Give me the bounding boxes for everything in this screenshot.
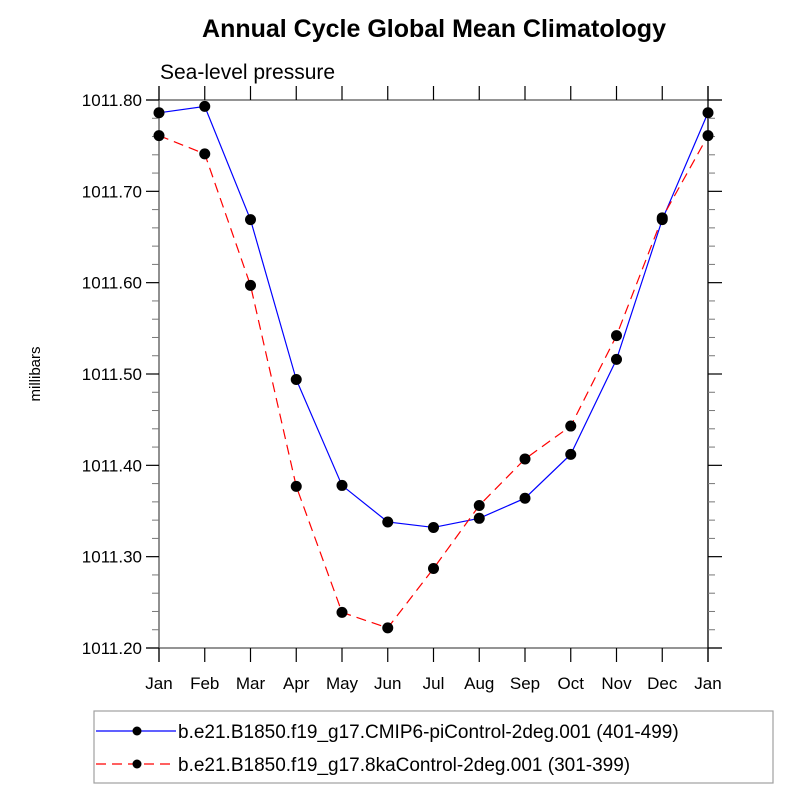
data-point-series-0 <box>519 492 531 504</box>
legend-label-series-0: b.e21.B1850.f19_g17.CMIP6-piControl-2deg… <box>178 722 679 743</box>
legend-box <box>93 710 774 784</box>
data-point-series-0 <box>290 373 302 385</box>
data-point-series-1 <box>656 212 668 224</box>
data-point-series-0 <box>565 448 577 460</box>
data-point-series-1 <box>565 420 577 432</box>
x-tick-label: Dec <box>647 674 678 693</box>
x-tick-label: May <box>326 674 359 693</box>
x-tick-label: Mar <box>236 674 266 693</box>
series-line-0 <box>158 105 709 529</box>
x-tick-label: Jul <box>423 674 445 693</box>
y-axis-label: millibars <box>27 346 44 401</box>
chart-subtitle: Sea-level pressure <box>160 61 335 84</box>
x-tick-label: Feb <box>190 674 219 693</box>
series-line-1 <box>158 135 709 629</box>
data-point-series-0 <box>245 214 256 226</box>
x-tick-label: Jan <box>694 674 721 693</box>
x-tick-label: Oct <box>558 674 585 693</box>
y-ticks: 1011.20 1011.30 1011.40 1011.50 1011.60 1011.… <box>82 91 722 658</box>
chart-title: Annual Cycle Global Mean Climatology <box>202 15 666 43</box>
y-tick-label: 1011.70 <box>82 182 142 201</box>
data-point-series-1 <box>702 130 714 142</box>
x-tick-label: Nov <box>601 674 632 693</box>
data-point-series-0 <box>199 100 211 112</box>
data-point-series-1 <box>245 279 256 291</box>
data-point-series-0 <box>428 521 439 533</box>
legend-label-series-1: b.e21.B1850.f19_g17.8kaControl-2deg.001 … <box>178 755 630 776</box>
y-tick-label: 1011.30 <box>82 548 142 567</box>
data-point-series-1 <box>428 563 439 575</box>
data-point-series-1 <box>336 606 348 618</box>
data-point-series-0 <box>702 107 714 119</box>
x-tick-label: Aug <box>464 674 494 693</box>
x-tick-label: Apr <box>283 674 310 693</box>
data-point-series-1 <box>199 148 211 160</box>
y-tick-label: 1011.60 <box>82 274 142 293</box>
data-point-series-0 <box>336 479 348 491</box>
data-point-series-1 <box>290 480 302 492</box>
y-tick-label: 1011.20 <box>82 639 142 658</box>
y-tick-label: 1011.40 <box>82 456 142 475</box>
x-tick-label: Jan <box>145 674 172 693</box>
x-tick-label: Jun <box>374 674 401 693</box>
series-layer <box>153 100 714 634</box>
data-point-series-0 <box>153 107 165 119</box>
data-point-series-0 <box>611 353 622 365</box>
x-tick-label: Sep <box>510 674 540 693</box>
y-tick-label: 1011.80 <box>82 91 142 110</box>
data-point-series-1 <box>611 330 622 342</box>
legend: b.e21.B1850.f19_g17.CMIP6-piControl-2deg… <box>93 710 774 784</box>
y-tick-label: 1011.50 <box>82 365 142 384</box>
data-point-series-1 <box>153 130 165 142</box>
data-point-series-0 <box>473 512 485 524</box>
data-point-series-1 <box>519 453 531 465</box>
data-point-series-1 <box>473 500 485 512</box>
x-ticks: Jan Feb Mar Apr May Jun Jul Aug Sep Oct Nov Dec Jan <box>145 86 722 693</box>
data-point-series-1 <box>382 622 394 634</box>
axes <box>146 86 722 662</box>
data-point-series-0 <box>382 516 394 528</box>
legend-marker-series-1 <box>132 759 142 769</box>
legend-marker-series-0 <box>132 726 142 736</box>
